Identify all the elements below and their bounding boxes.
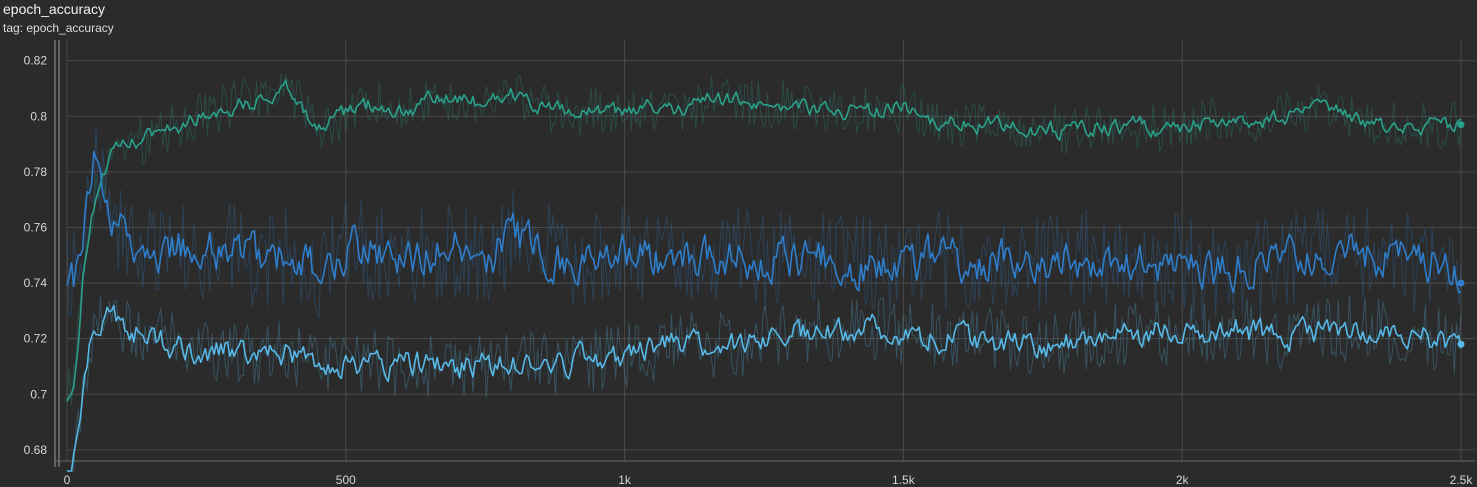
y-tick-label: 0.72: [24, 332, 48, 346]
series-end-markers: [1457, 121, 1465, 348]
y-tick-label: 0.78: [24, 165, 48, 179]
axes: [54, 40, 1475, 467]
raw-series-line: [66, 73, 1462, 406]
raw-series-layer: [66, 73, 1462, 472]
chart-subtitle: tag: epoch_accuracy: [3, 21, 114, 35]
raw-series-line: [66, 124, 1462, 322]
series-end-dot: [1457, 340, 1465, 348]
x-tick-label: 500: [336, 473, 356, 487]
series-line: [66, 150, 1461, 294]
x-tick-label: 0: [64, 473, 71, 487]
y-tick-labels: 0.68 0.7 0.72 0.74 0.76 0.78 0.8 0.82: [24, 54, 48, 457]
y-tick-label: 0.82: [24, 54, 48, 68]
x-tick-label: 1k: [618, 473, 632, 487]
series-line: [66, 79, 1462, 402]
y-tick-label: 0.7: [30, 387, 47, 401]
series-line: [67, 304, 1462, 472]
x-tick-label: 2.5k: [1450, 473, 1474, 487]
series-end-dot: [1457, 279, 1465, 287]
chart-title: epoch_accuracy: [3, 1, 105, 17]
x-tick-labels: 0 500 1k 1.5k 2k 2.5k: [64, 473, 1474, 487]
x-tick-label: 1.5k: [892, 473, 916, 487]
smoothed-series-layer: [66, 79, 1462, 472]
y-tick-label: 0.76: [24, 220, 48, 234]
x-tick-label: 2k: [1176, 473, 1190, 487]
raw-series-line: [67, 295, 1462, 472]
y-tick-label: 0.8: [30, 109, 47, 123]
y-tick-label: 0.74: [24, 276, 48, 290]
y-tick-label: 0.68: [24, 443, 48, 457]
series-end-dot: [1457, 121, 1465, 129]
